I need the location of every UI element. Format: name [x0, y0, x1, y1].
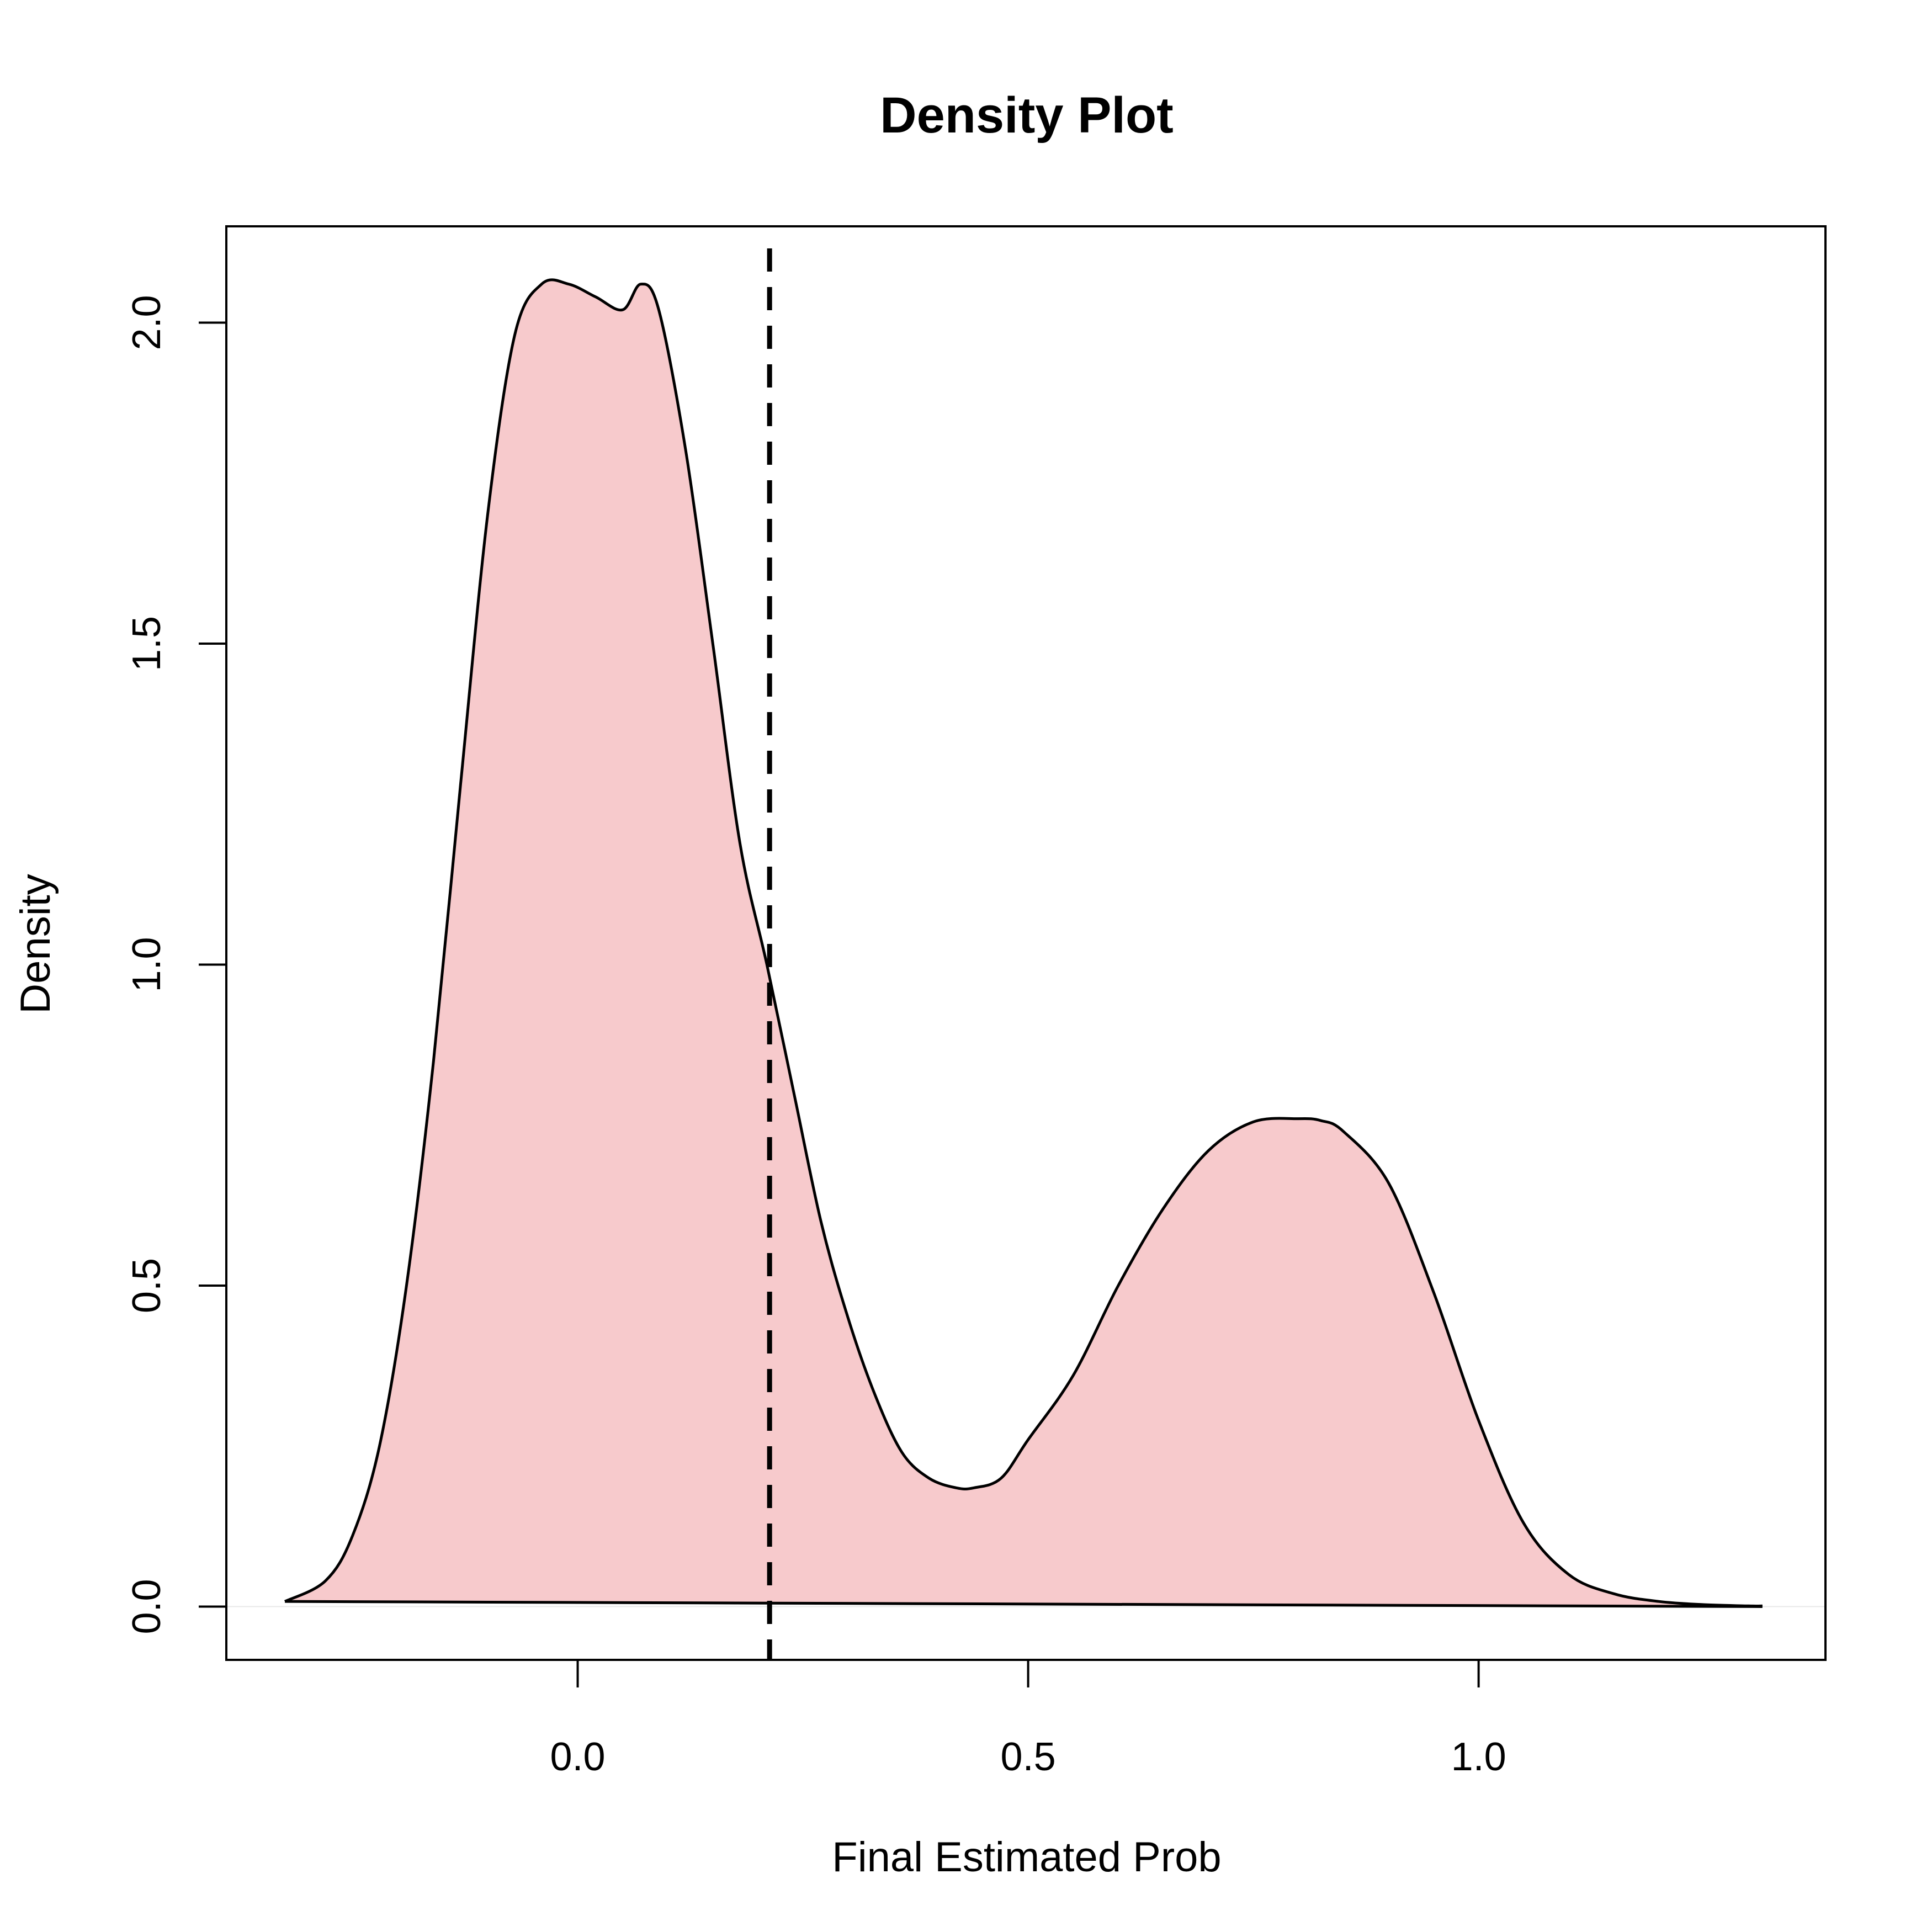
- y-tick-label: 1.5: [125, 616, 169, 671]
- y-tick-label: 2.0: [125, 295, 169, 350]
- x-axis: 0.0 0.5 1.0: [550, 1659, 1506, 1779]
- density-fill: [285, 279, 1763, 1607]
- y-tick-label: 0.0: [125, 1579, 169, 1634]
- chart-title: Density Plot: [880, 87, 1174, 144]
- density-baseline: [285, 1600, 1763, 1608]
- x-tick-label: 0.0: [550, 1735, 605, 1779]
- y-tick-label: 1.0: [125, 937, 169, 992]
- x-axis-label: Final Estimated Prob: [832, 1834, 1221, 1881]
- density-curve: [284, 278, 1763, 1607]
- y-tick-label: 0.5: [125, 1258, 169, 1313]
- y-axis: 0.0 0.5 1.0 1.5 2.0: [125, 295, 227, 1634]
- x-tick-label: 1.0: [1451, 1735, 1506, 1779]
- y-axis-label: Density: [12, 874, 59, 1013]
- plot-area: [226, 248, 1825, 1660]
- x-tick-label: 0.5: [1001, 1735, 1056, 1779]
